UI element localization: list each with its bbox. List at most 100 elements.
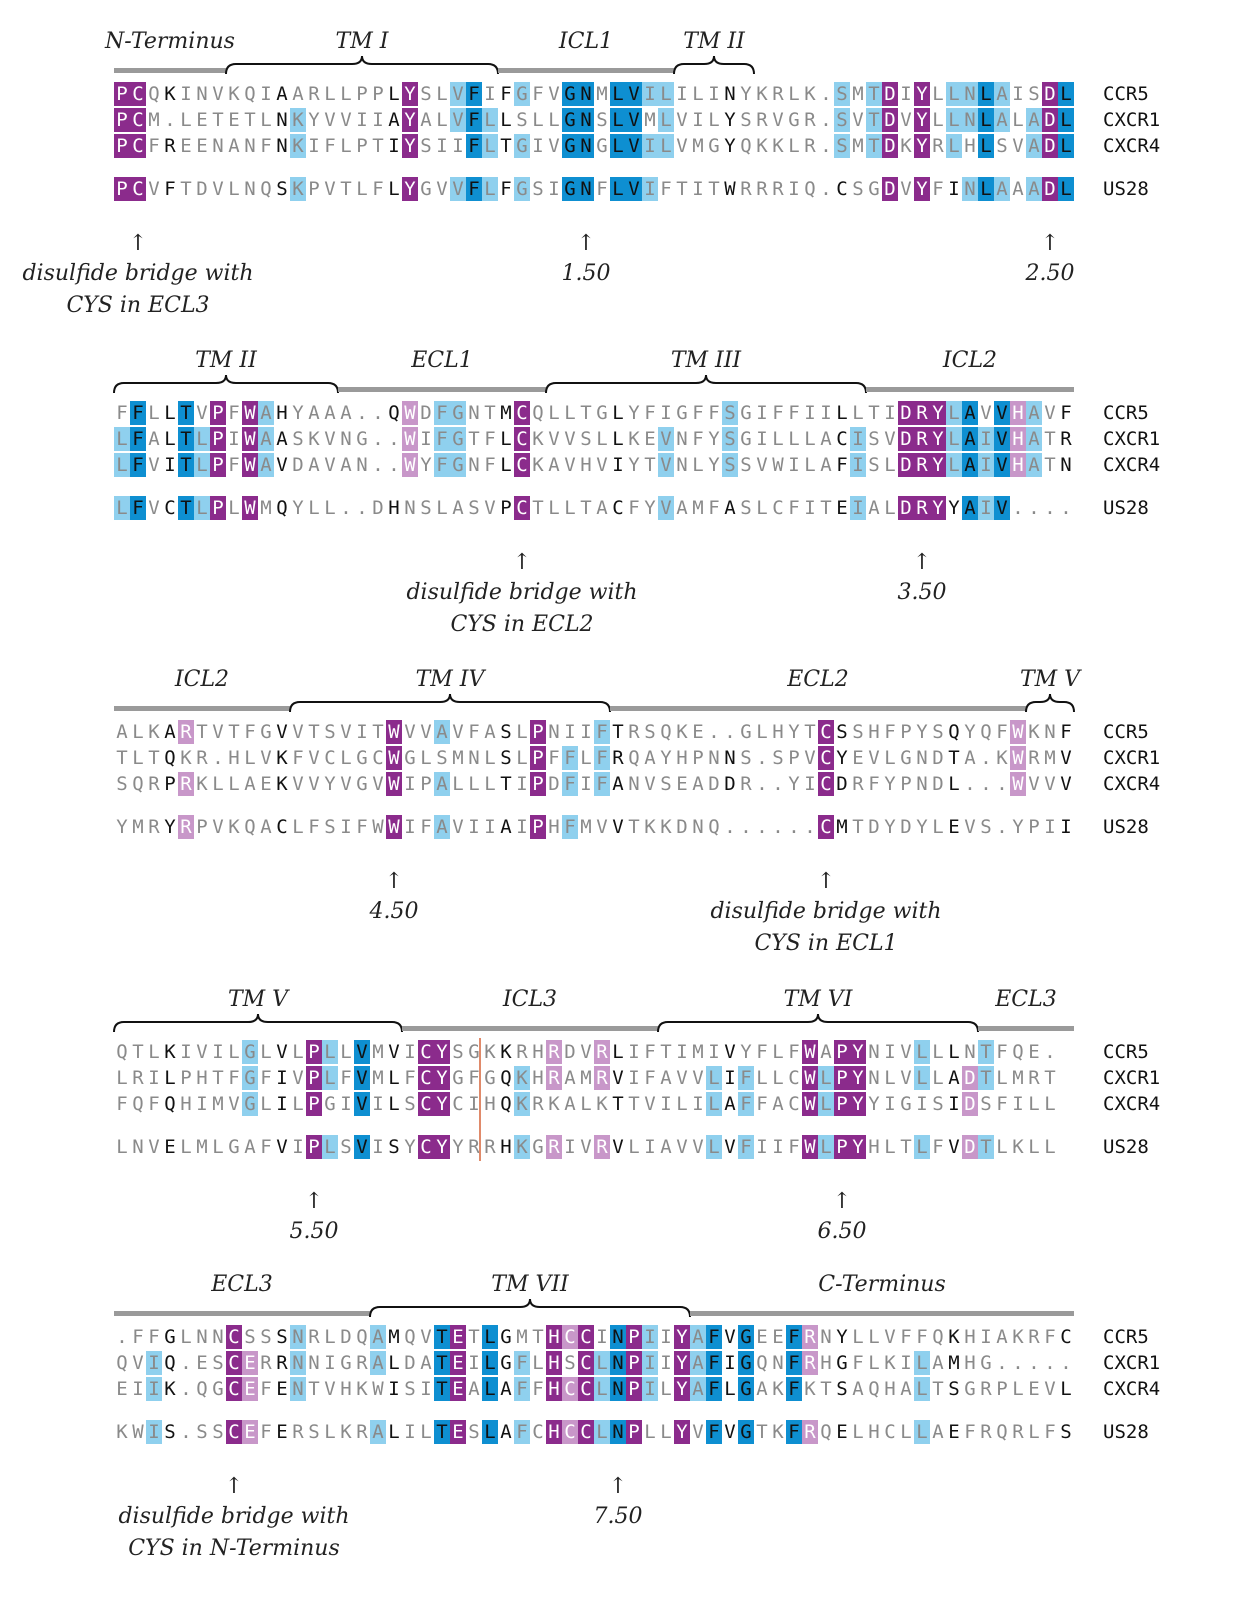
residue: A	[420, 1352, 432, 1374]
residue: I	[372, 1136, 383, 1158]
residue: C	[324, 747, 335, 769]
residue: Q	[756, 1352, 767, 1374]
residue: N	[292, 1352, 303, 1374]
residue: Q	[164, 1093, 175, 1115]
residue: N	[580, 109, 591, 131]
residue: V	[436, 178, 447, 200]
residue-shade	[914, 1377, 930, 1401]
residue: T	[180, 428, 191, 450]
residue: T	[820, 497, 831, 519]
residue: M	[260, 497, 271, 519]
residue: S	[724, 454, 735, 476]
residue-shade	[946, 453, 962, 477]
position-arrow: ↑	[513, 550, 531, 575]
residue: A	[996, 109, 1008, 131]
residue: A	[260, 816, 272, 838]
residue-shade	[930, 401, 946, 425]
residue-shade	[1042, 108, 1058, 132]
disulfide-annotation: disulfide bridge with	[710, 899, 941, 924]
sequence-name: US28	[1103, 1136, 1149, 1158]
residue: T	[980, 1136, 991, 1158]
residue: V	[132, 1352, 143, 1374]
residue: L	[484, 178, 495, 200]
residue: V	[628, 135, 639, 157]
residue: F	[132, 497, 143, 519]
residue: Q	[740, 135, 751, 157]
residue: L	[820, 1093, 831, 1115]
residue: L	[164, 1067, 175, 1089]
residue: .	[356, 497, 367, 519]
residue: I	[404, 1041, 415, 1063]
residue-shade	[690, 1351, 706, 1375]
residue: I	[804, 497, 815, 519]
residue: F	[1060, 721, 1071, 743]
residue: M	[1044, 747, 1055, 769]
residue: V	[324, 178, 335, 200]
residue: A	[324, 402, 336, 424]
residue: A	[964, 428, 976, 450]
residue: D	[868, 816, 879, 838]
residue-shade	[674, 1420, 690, 1444]
residue: S	[260, 1326, 271, 1348]
residue: L	[116, 428, 127, 450]
position-arrow: ↑	[1041, 231, 1059, 256]
residue-shade	[482, 134, 498, 158]
residue: C	[420, 1041, 431, 1063]
residue: I	[340, 816, 351, 838]
residue: L	[1060, 178, 1071, 200]
residue-shade	[946, 82, 962, 106]
residue: I	[644, 178, 655, 200]
residue: F	[148, 1093, 159, 1115]
residue: F	[772, 402, 783, 424]
residue: G	[564, 178, 575, 200]
residue: F	[324, 135, 335, 157]
residue: E	[452, 1352, 463, 1374]
residue: I	[148, 1421, 159, 1443]
residue: L	[980, 83, 991, 105]
residue: A	[308, 454, 320, 476]
residue: I	[884, 1041, 895, 1063]
residue: V	[292, 773, 303, 795]
residue-shade	[594, 1377, 610, 1401]
residue: L	[116, 1136, 127, 1158]
residue: A	[1012, 178, 1024, 200]
residue: D	[964, 1067, 975, 1089]
residue: E	[244, 1378, 255, 1400]
region-bracket	[113, 374, 339, 394]
residue-shade	[978, 177, 994, 201]
residue-shade	[386, 746, 402, 770]
residue-shade	[882, 177, 898, 201]
residue: K	[1012, 1136, 1024, 1158]
residue: L	[180, 1326, 191, 1348]
residue-shade	[210, 401, 226, 425]
residue: L	[596, 1421, 607, 1443]
residue: R	[916, 497, 928, 519]
residue: R	[148, 816, 160, 838]
residue: L	[116, 1067, 127, 1089]
residue-shade	[114, 82, 130, 106]
residue-shade	[866, 134, 882, 158]
residue: S	[420, 135, 431, 157]
residue: I	[692, 178, 703, 200]
residue-shade	[178, 720, 194, 744]
residue: F	[436, 428, 447, 450]
residue-shade	[290, 1351, 306, 1375]
position-arrow: ↑	[129, 231, 147, 256]
residue: .	[724, 816, 735, 838]
residue-shade	[834, 1135, 850, 1159]
ballesteros-position-label: 4.50	[369, 899, 419, 924]
residue-shade	[546, 1135, 562, 1159]
residue: L	[484, 1421, 495, 1443]
residue: P	[532, 816, 543, 838]
residue: L	[708, 1093, 719, 1115]
residue: I	[852, 497, 863, 519]
residue: G	[740, 1352, 751, 1374]
residue: L	[980, 178, 991, 200]
residue-shade	[834, 1092, 850, 1116]
residue: W	[1012, 773, 1024, 795]
residue-shade	[610, 1420, 626, 1444]
residue: Q	[708, 816, 719, 838]
residue-shade	[290, 108, 306, 132]
residue: A	[1028, 454, 1040, 476]
